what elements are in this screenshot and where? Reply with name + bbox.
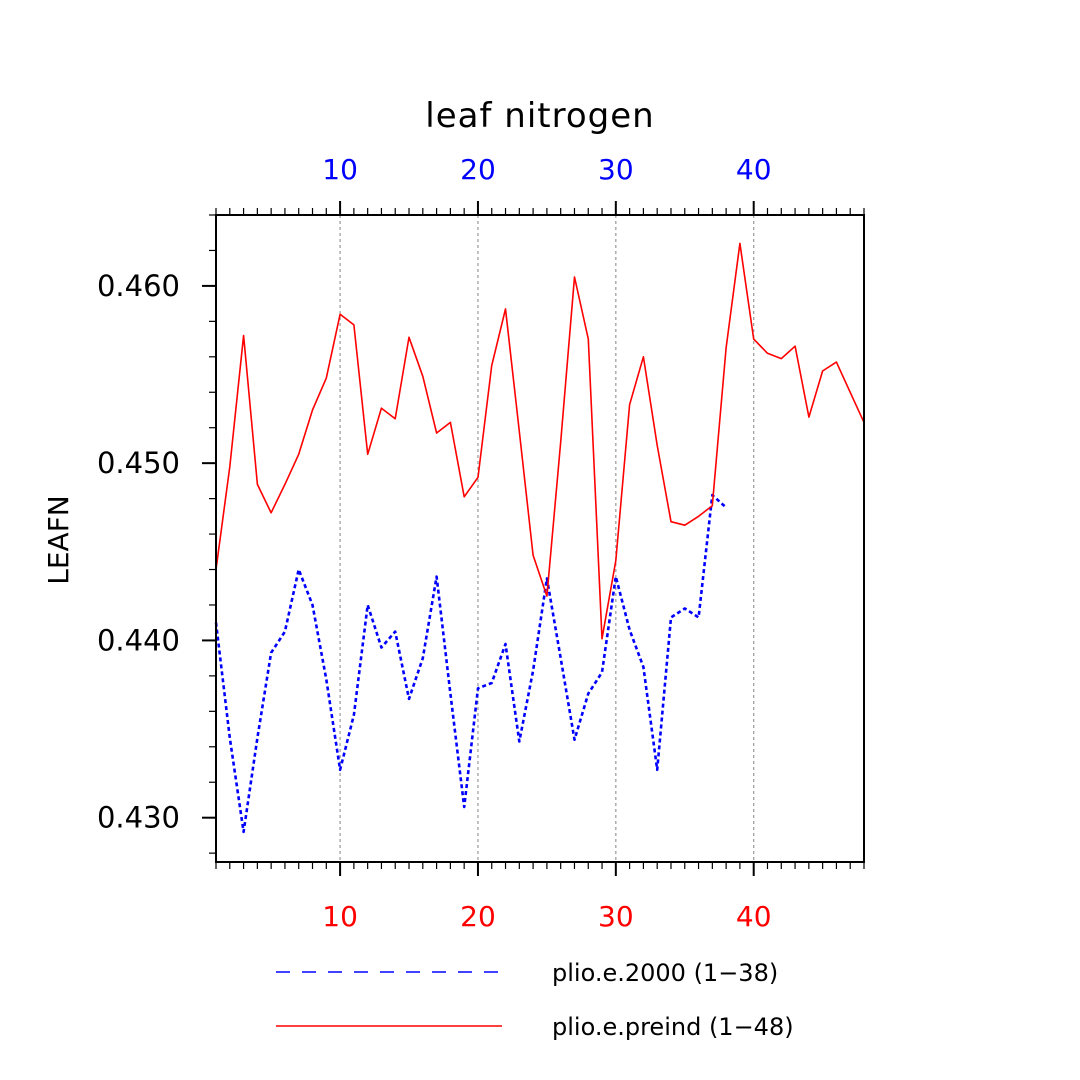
plot-frame	[215, 214, 865, 863]
legend-label-1: plio.e.preind (1−48)	[552, 1013, 794, 1041]
x-tick-label-top: 40	[736, 153, 772, 186]
series-lines	[214, 242, 865, 834]
x-tick-label-top: 10	[322, 153, 358, 186]
series-line-0	[214, 493, 727, 834]
x-tick-label-bottom: 30	[598, 900, 634, 933]
axis-ticks: 10 20 30 40 10 20 30 40 0.430 0.440 0.450 0.460	[97, 153, 865, 933]
x-tick-label-bottom: 10	[322, 900, 358, 933]
y-tick-label: 0.440	[97, 623, 180, 657]
legend: plio.e.2000 (1−38) plio.e.preind (1−48)	[276, 959, 794, 1041]
y-tick-label: 0.450	[97, 446, 180, 480]
chart-title: leaf nitrogen	[425, 96, 654, 136]
gridlines	[339, 215, 755, 862]
x-tick-label-bottom: 40	[736, 900, 772, 933]
legend-label-0: plio.e.2000 (1−38)	[552, 959, 778, 987]
series-line-1	[215, 242, 865, 640]
y-axis-label: LEAFN	[42, 495, 75, 585]
x-tick-label-top: 20	[460, 153, 496, 186]
x-tick-label-top: 30	[598, 153, 634, 186]
y-tick-label: 0.430	[97, 801, 180, 835]
y-tick-label: 0.460	[97, 269, 180, 303]
x-tick-label-bottom: 20	[460, 900, 496, 933]
